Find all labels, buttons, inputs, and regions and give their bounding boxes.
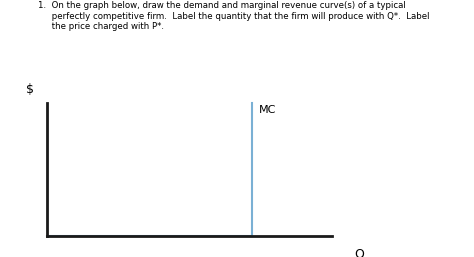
Text: $: $ [27,83,34,96]
Text: MC: MC [259,105,277,115]
Text: Q: Q [355,247,365,257]
Text: the price charged with P*.: the price charged with P*. [38,22,164,31]
Text: 1.  On the graph below, draw the demand and marginal revenue curve(s) of a typic: 1. On the graph below, draw the demand a… [38,1,406,10]
Text: perfectly competitive firm.  Label the quantity that the firm will produce with : perfectly competitive firm. Label the qu… [38,12,429,21]
